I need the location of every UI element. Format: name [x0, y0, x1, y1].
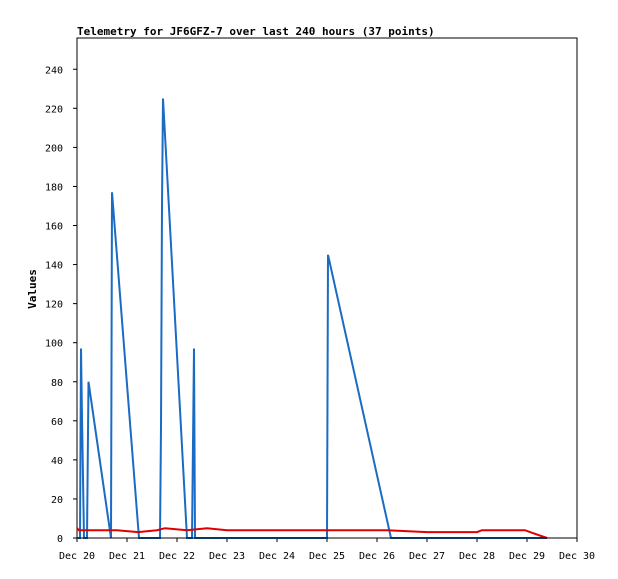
y-tick-label: 60 [51, 417, 63, 428]
y-axis-label: Values [26, 269, 39, 309]
y-tick-label: 180 [45, 182, 63, 193]
y-axis: 0 20 40 60 80 100 120 140 160 180 200 220 240 [45, 65, 77, 545]
x-tick-label: Dec 29 [509, 551, 545, 562]
x-tick-label: Dec 21 [109, 551, 145, 562]
x-axis: Dec 20 Dec 21 Dec 22 Dec 23 Dec 24 Dec 25 Dec … [59, 538, 595, 562]
series-line [76, 527, 548, 539]
y-tick-label: 20 [51, 495, 63, 506]
x-tick-label: Dec 23 [209, 551, 245, 562]
x-tick-label: Dec 28 [459, 551, 495, 562]
y-tick-label: 100 [45, 339, 63, 350]
x-tick-label: Dec 25 [309, 551, 345, 562]
x-tick-label: Dec 20 [59, 551, 95, 562]
y-tick-label: 120 [45, 300, 63, 311]
y-tick-label: 220 [45, 104, 63, 115]
y-tick-label: 240 [45, 65, 63, 76]
y-tick-label: 80 [51, 378, 63, 389]
series-line [77, 98, 547, 539]
y-tick-label: 160 [45, 222, 63, 233]
x-tick-label: Dec 30 [559, 551, 595, 562]
x-tick-label: Dec 26 [359, 551, 395, 562]
x-tick-label: Dec 24 [259, 551, 295, 562]
y-tick-label: 0 [57, 534, 63, 545]
series-group [76, 98, 548, 539]
y-tick-label: 140 [45, 261, 63, 272]
x-tick-label: Dec 27 [409, 551, 445, 562]
y-tick-label: 40 [51, 456, 63, 467]
y-tick-label: 200 [45, 143, 63, 154]
chart-title: Telemetry for JF6GFZ-7 over last 240 hou… [77, 25, 435, 38]
x-tick-label: Dec 22 [159, 551, 195, 562]
